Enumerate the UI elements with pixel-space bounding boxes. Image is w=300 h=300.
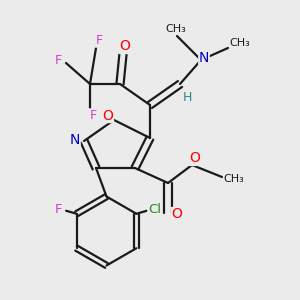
Text: F: F xyxy=(55,53,62,67)
Text: O: O xyxy=(172,208,182,221)
Text: N: N xyxy=(70,133,80,146)
Text: F: F xyxy=(55,203,62,216)
Text: O: O xyxy=(190,152,200,165)
Text: CH₃: CH₃ xyxy=(224,173,244,184)
Text: Cl: Cl xyxy=(148,203,161,216)
Text: F: F xyxy=(89,109,97,122)
Text: O: O xyxy=(103,109,113,122)
Text: O: O xyxy=(119,40,130,53)
Text: F: F xyxy=(95,34,103,47)
Text: CH₃: CH₃ xyxy=(230,38,250,49)
Text: CH₃: CH₃ xyxy=(165,23,186,34)
Text: N: N xyxy=(199,52,209,65)
Text: H: H xyxy=(183,91,192,104)
